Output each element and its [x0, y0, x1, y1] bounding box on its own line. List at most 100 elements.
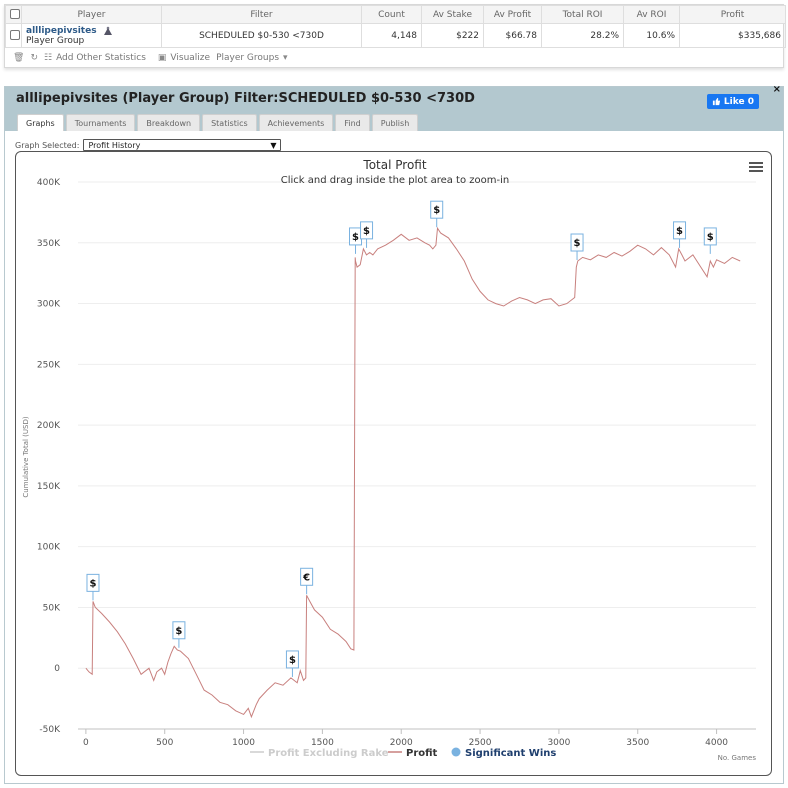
flag-box	[703, 227, 717, 246]
stats-table-panel: Player Filter Count Av Stake Av Profit T…	[4, 4, 786, 68]
significant-win-flag[interactable]: $	[703, 227, 717, 254]
flag-label: $	[89, 578, 96, 589]
significant-win-flag[interactable]: $	[86, 573, 100, 601]
legend-label-significant-wins: Significant Wins	[465, 748, 556, 759]
significant-win-flag[interactable]: $	[360, 221, 374, 248]
select-all-cell	[5, 5, 22, 24]
header-player[interactable]: Player	[21, 5, 162, 24]
flag-label: $	[433, 205, 440, 216]
select-all-checkbox[interactable]	[10, 9, 20, 20]
x-tick-label: 1500	[311, 738, 334, 748]
trash-icon[interactable]: 🗑	[13, 53, 25, 63]
y-tick-label: 0	[54, 664, 60, 674]
significant-win-flag[interactable]: $	[285, 650, 299, 677]
significant-win-flag[interactable]: $	[673, 221, 687, 248]
chart-menu-icon[interactable]	[749, 162, 763, 172]
flag-box	[172, 621, 186, 640]
legend-item-profit[interactable]: Profit	[388, 748, 438, 759]
significant-win-flag[interactable]: €	[300, 567, 314, 595]
flag-label: $	[175, 626, 182, 637]
y-tick-label: 50K	[43, 603, 61, 613]
refresh-icon[interactable]: ↻	[30, 53, 38, 63]
graph-select[interactable]: Profit History ▼	[83, 139, 282, 151]
significant-wins-markers: $ $ $ € $ $ $ $ $ $	[86, 200, 717, 677]
tab-statistics[interactable]: Statistics	[202, 114, 257, 131]
av-stake-cell: $222	[421, 23, 484, 48]
chart-legend: Profit Excluding Rake Profit Significant…	[250, 747, 557, 760]
graph-select-row: Graph Selected: Profit History ▼	[15, 139, 282, 151]
panel-filter-text: SCHEDULED $0-530 <730D	[278, 91, 475, 106]
legend-label-profit: Profit	[406, 748, 438, 759]
add-stats-icon: ☷	[43, 53, 53, 63]
x-axis-title: No. Games	[718, 754, 757, 762]
profit-series-line[interactable]	[85, 226, 741, 719]
graph-selected-label: Graph Selected:	[15, 140, 80, 150]
header-av-profit[interactable]: Av Profit	[483, 5, 542, 24]
x-tick-label: 1000	[232, 738, 255, 748]
player-cell: alllipepivsites Player Group	[21, 23, 162, 48]
legend-item-significant-wins[interactable]: Significant Wins	[451, 747, 557, 760]
y-tick-label: 100K	[37, 543, 61, 553]
close-icon[interactable]: ×	[772, 84, 781, 95]
flag-label: $	[707, 232, 714, 243]
player-name-link[interactable]: alllipepivsites	[26, 25, 97, 36]
tab-graphs[interactable]: Graphs	[17, 114, 64, 131]
significant-win-flag[interactable]: $	[349, 227, 363, 254]
tab-publish[interactable]: Publish	[371, 114, 419, 131]
flag-label: $	[676, 226, 683, 237]
chevron-down-icon: ▼	[270, 140, 277, 150]
significant-win-flag[interactable]: $	[570, 233, 584, 261]
tab-achievements[interactable]: Achievements	[258, 114, 334, 131]
tab-breakdown[interactable]: Breakdown	[137, 114, 201, 131]
row-checkbox[interactable]	[10, 30, 20, 41]
y-axis-title: Cumulative Total (USD)	[22, 416, 30, 497]
x-tick-label: 3500	[626, 738, 649, 748]
legend-item-profit-excluding-rake[interactable]: Profit Excluding Rake	[250, 748, 389, 759]
flag-box	[673, 221, 687, 240]
legend-label-profit-excluding-rake: Profit Excluding Rake	[268, 748, 389, 759]
graph-select-value: Profit History	[88, 140, 141, 150]
graph-panel: alllipepivsites (Player Group) Filter:SC…	[4, 84, 784, 784]
count-cell: 4,148	[361, 23, 422, 48]
like-label: Like 0	[723, 96, 754, 107]
header-filter[interactable]: Filter	[161, 5, 362, 24]
header-count[interactable]: Count	[361, 5, 422, 24]
x-tick-label: 500	[156, 738, 173, 748]
x-tick-label: 2500	[469, 738, 492, 748]
flag-box	[570, 233, 584, 252]
player-type: Player Group	[26, 35, 85, 46]
player-groups-dropdown[interactable]: Player Groups ▾	[216, 53, 288, 63]
visualize-label: Visualize	[170, 53, 211, 63]
y-tick-label: -50K	[39, 725, 61, 735]
flag-label: $	[352, 232, 359, 243]
significant-win-flag[interactable]: $	[430, 200, 444, 228]
chart-title: Total Profit	[362, 158, 426, 172]
facebook-like-button[interactable]: Like 0	[706, 94, 759, 109]
gridlines	[78, 181, 756, 669]
significant-win-flag[interactable]: $	[172, 621, 186, 648]
panel-title: alllipepivsites (Player Group) Filter:SC…	[16, 91, 475, 106]
chart-subtitle: Click and drag inside the plot area to z…	[281, 175, 509, 186]
profit-cell: $335,686	[679, 23, 786, 48]
chart-container[interactable]: -50K 0 50K 100K 150K 200K 250K 300K 350K 400K 0 50…	[15, 151, 772, 776]
visualize-button[interactable]: ▣ Visualize	[158, 53, 210, 63]
header-total-roi[interactable]: Total ROI	[541, 5, 624, 24]
group-icon	[103, 26, 112, 35]
profit-chart[interactable]: -50K 0 50K 100K 150K 200K 250K 300K 350K 400K 0 50…	[16, 152, 772, 776]
legend-dot-significant-wins	[451, 747, 461, 757]
tab-find[interactable]: Find	[335, 114, 370, 131]
tab-tournaments[interactable]: Tournaments	[65, 114, 136, 131]
add-stats-label: Add Other Statistics	[56, 53, 146, 63]
flag-box	[86, 573, 100, 592]
x-tick-label: 4000	[705, 738, 728, 748]
add-stats-button[interactable]: ☷ Add Other Statistics	[44, 53, 146, 63]
x-tick-label: 3000	[547, 738, 570, 748]
total-roi-cell: 28.2%	[541, 23, 624, 48]
panel-tabs: Graphs Tournaments Breakdown Statistics …	[17, 114, 419, 131]
stats-toolbar: 🗑 ↻ ☷ Add Other Statistics ▣ Visualize P…	[5, 48, 783, 68]
header-av-roi[interactable]: Av ROI	[623, 5, 680, 24]
header-profit[interactable]: Profit	[679, 5, 786, 24]
header-av-stake[interactable]: Av Stake	[421, 5, 484, 24]
panel-header: alllipepivsites (Player Group) Filter:SC…	[5, 84, 783, 131]
y-tick-label: 300K	[37, 300, 61, 310]
